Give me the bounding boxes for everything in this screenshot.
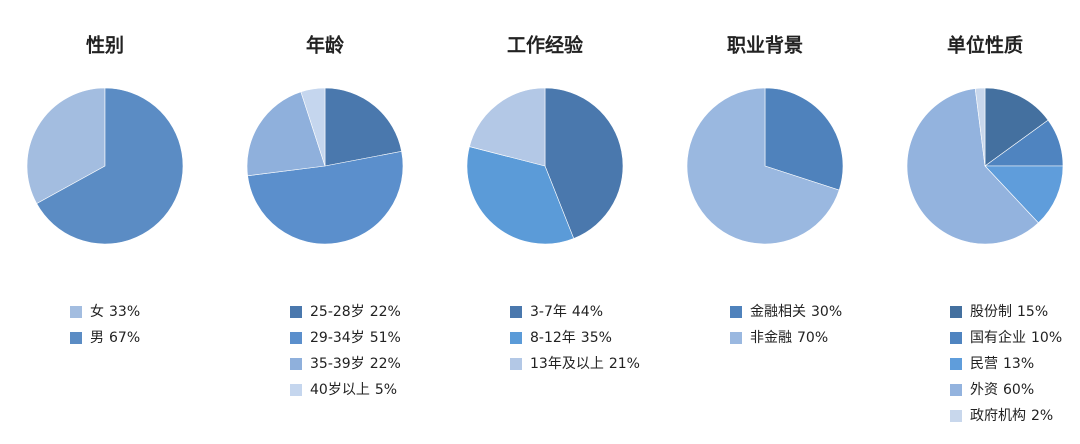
legend-label: 非金融 bbox=[750, 330, 792, 346]
legend-swatch bbox=[290, 358, 302, 370]
legend-swatch bbox=[70, 306, 82, 318]
legend-label: 女 bbox=[90, 303, 104, 320]
legend-value: 5% bbox=[375, 382, 397, 398]
chart-title: 性别 bbox=[86, 34, 124, 57]
legend-entry: 3-7年 44% bbox=[530, 304, 603, 320]
legend-label: 35-39岁 bbox=[310, 356, 365, 372]
legend-entry: 8-12年 35% bbox=[530, 330, 612, 346]
pie-slice bbox=[300, 87, 326, 167]
legend-entry: 外资 60% bbox=[970, 382, 1034, 398]
legend-label: 政府机构 bbox=[970, 408, 1026, 424]
pie-slice bbox=[26, 87, 106, 204]
legend-swatch bbox=[70, 332, 82, 344]
chart-title: 职业背景 bbox=[727, 34, 803, 57]
pie-slice bbox=[906, 88, 1039, 245]
legend-value: 13% bbox=[1003, 356, 1034, 372]
legend-swatch bbox=[510, 306, 522, 318]
legend-label: 民营 bbox=[970, 356, 998, 372]
legend-swatch bbox=[950, 332, 962, 344]
legend-value: 30% bbox=[811, 304, 842, 320]
legend-swatch bbox=[950, 384, 962, 396]
legend-label: 国有企业 bbox=[970, 329, 1026, 346]
legend-entry: 13年及以上 21% bbox=[530, 356, 640, 372]
pie-slice bbox=[466, 146, 575, 245]
legend-swatch bbox=[290, 384, 302, 396]
legend-swatch bbox=[290, 332, 302, 344]
legend-entry: 25-28岁 22% bbox=[310, 304, 401, 320]
legend-label: 股份制 bbox=[970, 304, 1012, 320]
legend-entry: 29-34岁 51% bbox=[310, 330, 401, 346]
pie-slice bbox=[764, 87, 844, 191]
pie-slice bbox=[984, 165, 1064, 224]
legend-value: 44% bbox=[572, 304, 603, 320]
legend-value: 33% bbox=[109, 304, 140, 320]
pie-slice bbox=[247, 151, 404, 245]
legend-label: 25-28岁 bbox=[310, 304, 365, 320]
legend-value: 67% bbox=[109, 330, 140, 346]
legend-label: 男 bbox=[90, 330, 104, 346]
legend-entry: 非金融 70% bbox=[750, 330, 828, 346]
legend-entry: 男 67% bbox=[90, 330, 140, 346]
pie-slice bbox=[324, 87, 402, 167]
pie-slice bbox=[686, 87, 840, 245]
legend-label: 外资 bbox=[970, 382, 998, 398]
legend-value: 21% bbox=[609, 356, 640, 372]
legend-value: 35% bbox=[581, 330, 612, 346]
legend-swatch bbox=[510, 358, 522, 370]
legend-label: 13年及以上 bbox=[530, 356, 604, 372]
legend-entry: 女 33% bbox=[90, 303, 140, 320]
legend-label: 8-12年 bbox=[530, 330, 576, 346]
legend-entry: 政府机构 2% bbox=[970, 408, 1053, 424]
pie-slice bbox=[469, 87, 546, 167]
legend-swatch bbox=[730, 306, 742, 318]
chart-title: 工作经验 bbox=[507, 34, 584, 57]
legend-value: 60% bbox=[1003, 382, 1034, 398]
legend-swatch bbox=[950, 410, 962, 422]
legend-swatch bbox=[950, 306, 962, 318]
legend-entry: 35-39岁 22% bbox=[310, 356, 401, 372]
legend-swatch bbox=[290, 306, 302, 318]
legend-swatch bbox=[730, 332, 742, 344]
legend-label: 3-7年 bbox=[530, 304, 567, 320]
legend-value: 22% bbox=[370, 356, 401, 372]
legend-entry: 金融相关 30% bbox=[750, 304, 842, 320]
pie-slice bbox=[974, 87, 986, 167]
chart-title: 单位性质 bbox=[947, 34, 1023, 57]
legend-value: 51% bbox=[370, 330, 401, 346]
legend-entry: 国有企业 10% bbox=[970, 329, 1062, 346]
legend-value: 22% bbox=[370, 304, 401, 320]
pie-slice bbox=[36, 87, 184, 245]
chart-title: 年龄 bbox=[306, 34, 345, 57]
pie-slice bbox=[544, 87, 624, 239]
pie-slice bbox=[246, 91, 326, 177]
legend-label: 29-34岁 bbox=[310, 330, 365, 346]
legend-swatch bbox=[950, 358, 962, 370]
legend-entry: 40岁以上 5% bbox=[310, 382, 397, 398]
legend-swatch bbox=[510, 332, 522, 344]
legend-entry: 股份制 15% bbox=[970, 304, 1048, 320]
legend-value: 15% bbox=[1017, 304, 1048, 320]
pie-slice bbox=[984, 87, 1049, 167]
legend-label: 金融相关 bbox=[750, 304, 806, 320]
legend-label: 40岁以上 bbox=[310, 382, 370, 398]
legend-value: 10% bbox=[1031, 330, 1062, 346]
legend-value: 70% bbox=[797, 330, 828, 346]
legend-entry: 民营 13% bbox=[970, 356, 1034, 372]
legend-value: 2% bbox=[1031, 408, 1053, 424]
